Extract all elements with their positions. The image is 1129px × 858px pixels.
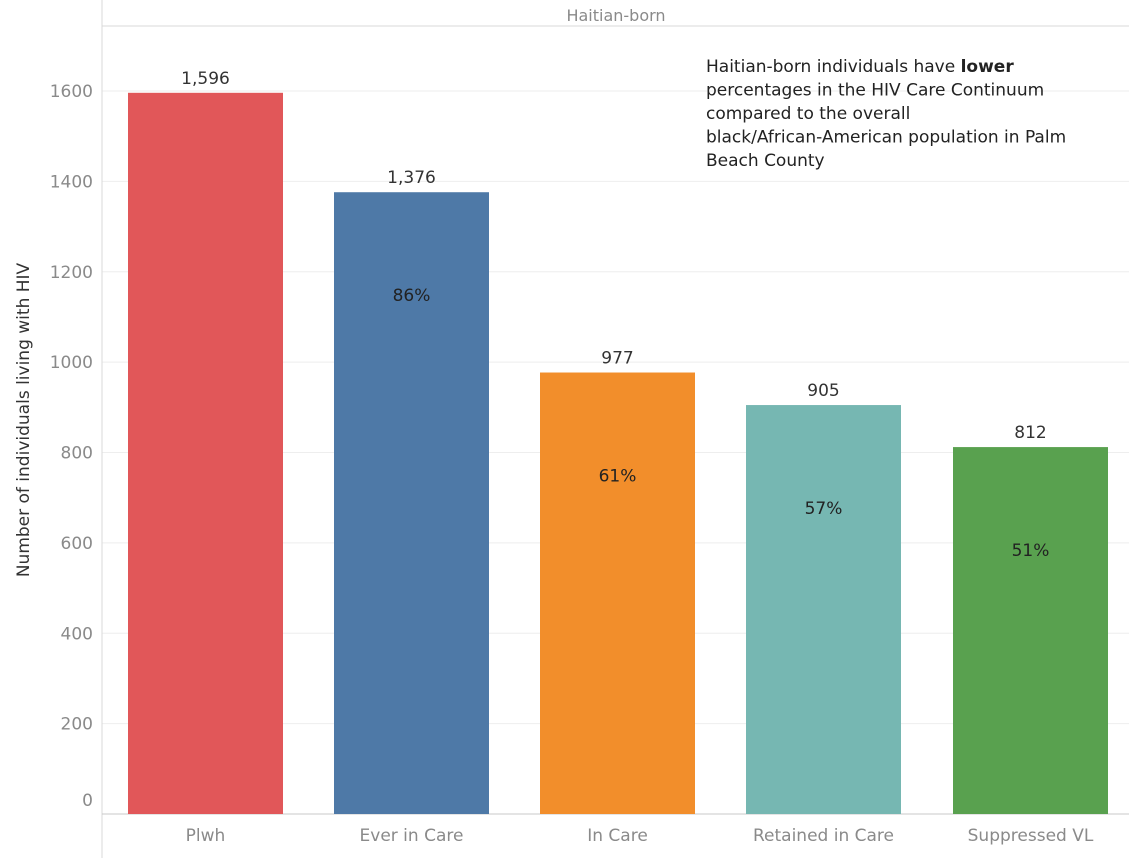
bar [540,372,695,814]
bar [128,92,283,815]
annotation-line: Haitian-born individuals have [706,57,961,77]
y-tick-label: 1400 [50,172,93,192]
x-tick-label: Ever in Care [360,826,464,846]
y-tick-label: 1000 [50,353,93,373]
value-label: 1,376 [387,168,436,188]
annotation-text: Haitian-born individuals have lower perce… [706,57,1066,171]
x-tick-labels: Plwh Ever in Care In Care Retained in Care S… [186,826,1094,846]
y-tick-label: 1600 [50,82,93,102]
y-tick-label: 600 [61,534,93,554]
value-label: 977 [601,349,633,369]
bar [746,405,901,814]
y-tick-label: 200 [61,715,93,735]
bar [334,192,489,815]
value-labels: 1,596 1,376 86% 977 61% 905 57% 812 51% [181,69,1049,561]
annotation-line: black/African-American population in Pal… [706,128,1066,148]
x-tick-label: In Care [587,826,648,846]
percent-label: 51% [1012,541,1050,561]
x-tick-label: Plwh [186,826,226,846]
annotation-line: percentages in the HIV Care Continuum [706,81,1044,101]
y-tick-label: 400 [61,624,93,644]
annotation-emphasis: lower [961,57,1015,77]
value-label: 812 [1014,423,1046,443]
y-tick-labels: 0 200 400 600 800 1000 1200 1400 1600 [50,82,93,811]
percent-label: 57% [805,499,843,519]
annotation-line: Beach County [706,151,825,171]
percent-label: 61% [599,467,637,487]
y-tick-label: 800 [61,444,93,464]
y-tick-label: 0 [82,791,93,811]
bar [953,447,1108,814]
y-axis-title: Number of individuals living with HIV [14,262,34,577]
value-label: 905 [807,381,839,401]
annotation-line: compared to the overall [706,104,910,124]
percent-label: 86% [393,286,431,306]
bars [128,92,1108,815]
y-tick-label: 1200 [50,263,93,283]
x-tick-label: Suppressed VL [968,826,1094,846]
value-label: 1,596 [181,69,230,89]
x-tick-label: Retained in Care [753,826,894,846]
facet-header: Haitian-born [566,6,665,25]
